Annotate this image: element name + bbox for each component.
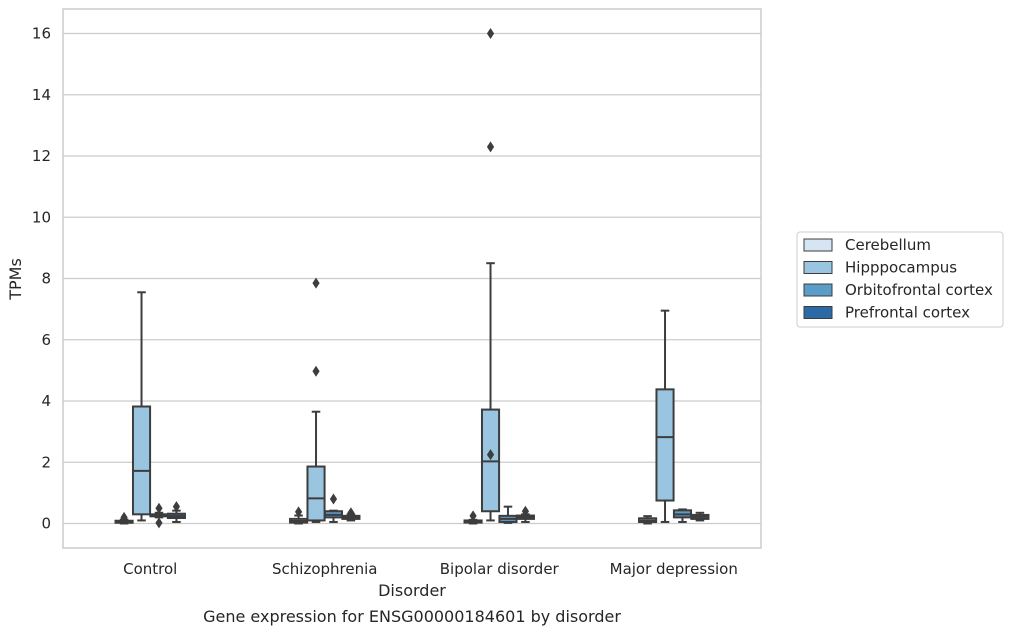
box-orbitofrontal-cortex-bipolar-disorder — [498, 505, 518, 524]
y-tick-label: 6 — [41, 331, 51, 349]
box-hipppocampus-bipolar-disorder — [480, 28, 501, 522]
outlier-point — [155, 502, 163, 514]
legend-label-prefrontal-cortex: Prefrontal cortex — [845, 304, 970, 322]
legend-swatch-hipppocampus — [803, 261, 833, 274]
box-prefrontal-cortex-schizophrenia — [341, 507, 361, 522]
box-prefrontal-cortex-control — [166, 501, 186, 523]
outlier-point — [120, 511, 128, 523]
y-tick-label: 16 — [32, 25, 51, 43]
box-prefrontal-cortex-major-depression — [690, 511, 710, 522]
box-prefrontal-cortex-bipolar-disorder — [515, 505, 535, 523]
box-iqr — [655, 388, 675, 502]
box-hipppocampus-control — [131, 291, 152, 522]
legend: Cerebellum Hipppocampus Orbitofrontal cort… — [796, 231, 1004, 328]
y-axis-ticks: 0 2 4 6 8 10 12 14 16 — [32, 25, 51, 533]
outlier-point — [486, 28, 495, 39]
outlier-point — [486, 449, 495, 461]
box-cerebellum-bipolar-disorder — [463, 510, 483, 525]
outlier-point — [294, 506, 303, 518]
outlier-point — [312, 365, 320, 377]
legend-label-cerebellum: Cerebellum — [845, 236, 931, 254]
box-cerebellum-schizophrenia — [289, 506, 309, 525]
y-tick-label: 2 — [41, 453, 51, 471]
y-tick-label: 14 — [32, 86, 51, 104]
gridlines — [63, 32, 761, 525]
outlier-point — [329, 493, 338, 505]
y-tick-label: 10 — [32, 208, 51, 226]
outlier-point — [312, 277, 320, 289]
x-tick-label: Control — [123, 560, 177, 578]
box-series — [114, 28, 710, 529]
plot-area-frame — [62, 8, 762, 549]
y-tick-label: 0 — [41, 515, 51, 533]
box-hipppocampus-schizophrenia — [306, 277, 326, 523]
x-tick-label: Schizophrenia — [272, 560, 377, 578]
box-iqr — [131, 405, 152, 516]
box-orbitofrontal-cortex-schizophrenia — [323, 493, 344, 523]
outlier-point — [486, 141, 495, 153]
legend-swatch-orbitofrontal-cortex — [803, 283, 833, 297]
box-hipppocampus-major-depression — [655, 309, 675, 523]
y-tick-label: 12 — [32, 147, 51, 165]
outlier-point — [521, 505, 530, 517]
box-orbitofrontal-cortex-major-depression — [672, 508, 693, 523]
y-tick-label: 8 — [41, 270, 51, 288]
x-axis-label: Disorder — [378, 581, 446, 600]
legend-label-hipppocampus: Hipppocampus — [845, 259, 957, 277]
box-cerebellum-major-depression — [638, 515, 658, 525]
box-iqr — [306, 465, 326, 522]
legend-swatch-cerebellum — [803, 238, 833, 252]
legend-items: Cerebellum Hipppocampus Orbitofrontal cort… — [803, 236, 993, 322]
outlier-point — [172, 501, 181, 513]
y-tick-label: 4 — [41, 392, 51, 410]
chart-caption: Gene expression for ENSG00000184601 by d… — [203, 607, 621, 626]
legend-frame — [796, 231, 1004, 328]
outlier-point — [469, 510, 477, 522]
box-orbitofrontal-cortex-control — [149, 502, 169, 529]
legend-label-orbitofrontal-cortex: Orbitofrontal cortex — [845, 281, 993, 299]
x-axis-ticks: Control Schizophrenia Bipolar disorder Majo… — [123, 560, 738, 578]
legend-swatch-prefrontal-cortex — [803, 306, 833, 319]
x-tick-label: Major depression — [610, 560, 738, 578]
outlier-point — [155, 517, 163, 529]
outlier-point — [347, 507, 355, 519]
x-tick-label: Bipolar disorder — [440, 560, 560, 578]
y-axis-label: TPMs — [6, 258, 25, 301]
box-cerebellum-control — [114, 511, 134, 525]
